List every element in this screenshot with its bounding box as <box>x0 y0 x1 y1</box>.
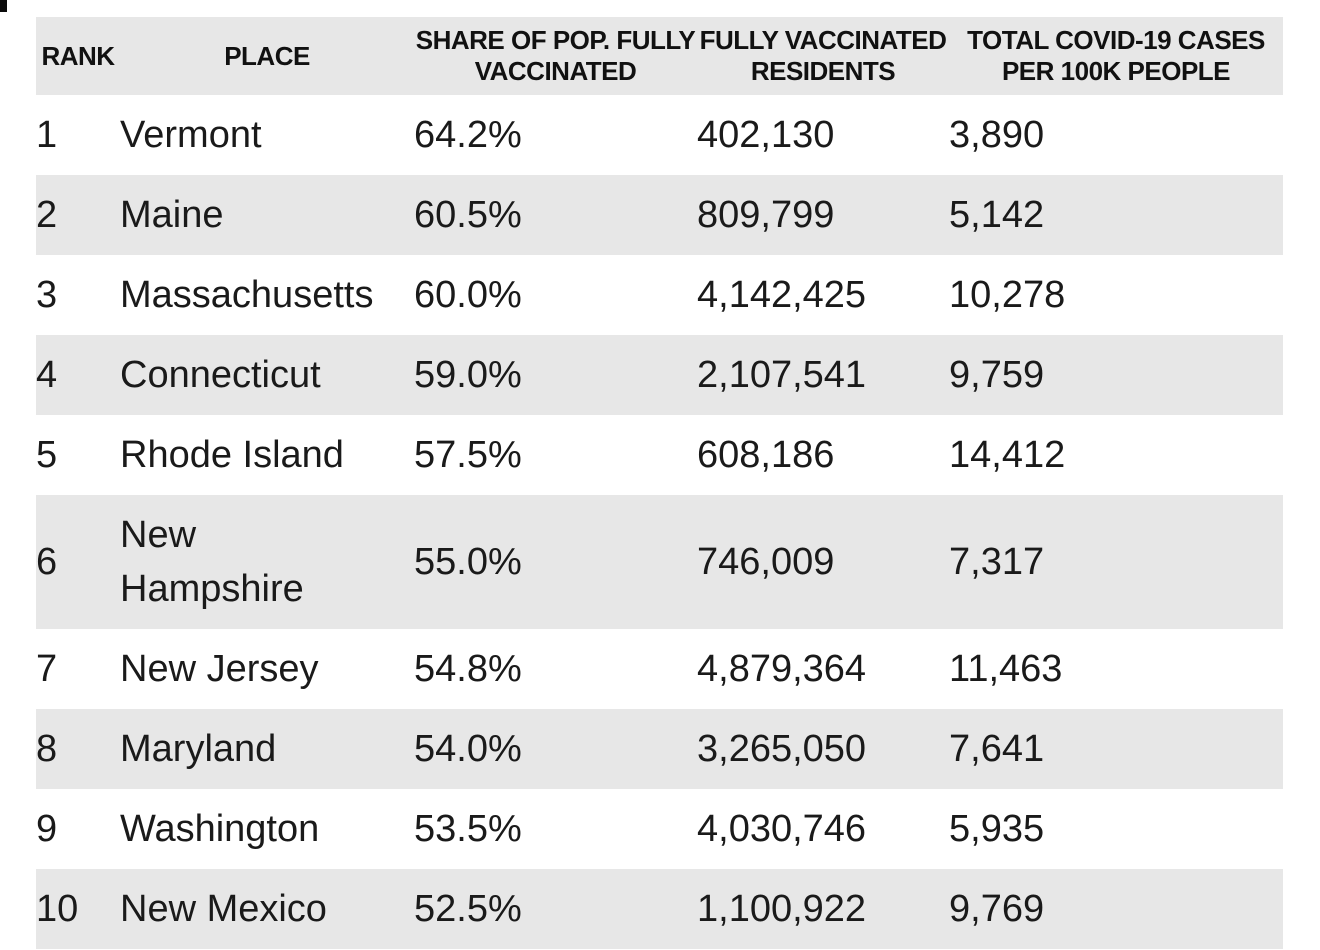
cell-cases: 10,278 <box>949 255 1283 335</box>
cell-cases: 9,769 <box>949 869 1283 949</box>
cell-place: Maryland <box>120 709 414 789</box>
cell-share: 60.0% <box>414 255 697 335</box>
cell-rank: 10 <box>36 869 120 949</box>
place-text: New Hampshire <box>120 514 304 610</box>
screenshot-corner-artifact <box>0 0 7 12</box>
cell-place: Massachusetts <box>120 255 414 335</box>
place-text: New Jersey <box>120 648 319 690</box>
cell-rank: 9 <box>36 789 120 869</box>
cell-cases: 3,890 <box>949 95 1283 175</box>
cell-residents: 2,107,541 <box>697 335 949 415</box>
place-text: Maine <box>120 194 224 236</box>
place-text: Connecticut <box>120 354 321 396</box>
column-header-cases: TOTAL COVID-19 CASES PER 100K PEOPLE <box>949 17 1283 95</box>
table-row: 4 Connecticut 59.0% 2,107,541 9,759 <box>36 335 1283 415</box>
cell-cases: 5,935 <box>949 789 1283 869</box>
cell-residents: 4,030,746 <box>697 789 949 869</box>
cell-rank: 4 <box>36 335 120 415</box>
table-row: 9 Washington 53.5% 4,030,746 5,935 <box>36 789 1283 869</box>
cell-cases: 7,317 <box>949 495 1283 629</box>
table-row: 7 New Jersey 54.8% 4,879,364 11,463 <box>36 629 1283 709</box>
cell-place: Vermont <box>120 95 414 175</box>
cell-cases: 9,759 <box>949 335 1283 415</box>
cell-place: Maine <box>120 175 414 255</box>
cell-share: 53.5% <box>414 789 697 869</box>
column-header-place: PLACE <box>120 17 414 95</box>
table-row: 1 Vermont 64.2% 402,130 3,890 <box>36 95 1283 175</box>
cell-residents: 3,265,050 <box>697 709 949 789</box>
place-text: Massachusetts <box>120 274 374 316</box>
cell-share: 59.0% <box>414 335 697 415</box>
place-text: Vermont <box>120 114 262 156</box>
column-header-line: PER 100K PEOPLE <box>1001 56 1231 86</box>
column-header-rank: RANK <box>36 17 120 95</box>
cell-place: Washington <box>120 789 414 869</box>
column-header-line: FULLY VACCINATED <box>699 25 947 55</box>
cell-residents: 402,130 <box>697 95 949 175</box>
column-header-line: VACCINATED <box>474 56 637 86</box>
place-text: New Mexico <box>120 888 327 930</box>
cell-residents: 608,186 <box>697 415 949 495</box>
cell-residents: 1,100,922 <box>697 869 949 949</box>
cell-cases: 14,412 <box>949 415 1283 495</box>
cell-residents: 4,879,364 <box>697 629 949 709</box>
cell-residents: 809,799 <box>697 175 949 255</box>
table-body: 1 Vermont 64.2% 402,130 3,890 2 Maine 60.5% 809,… <box>36 95 1283 949</box>
column-header-line: RESIDENTS <box>750 56 896 86</box>
cell-place: New Mexico <box>120 869 414 949</box>
cell-share: 64.2% <box>414 95 697 175</box>
cell-rank: 7 <box>36 629 120 709</box>
cell-share: 60.5% <box>414 175 697 255</box>
cell-residents: 4,142,425 <box>697 255 949 335</box>
place-text: Maryland <box>120 728 277 770</box>
cell-share: 57.5% <box>414 415 697 495</box>
cell-share: 54.0% <box>414 709 697 789</box>
column-header-line: SHARE OF POP. FULLY <box>415 25 696 55</box>
cell-place: Rhode Island <box>120 415 414 495</box>
table-row: 5 Rhode Island 57.5% 608,186 14,412 <box>36 415 1283 495</box>
table-row: 2 Maine 60.5% 809,799 5,142 <box>36 175 1283 255</box>
cell-cases: 11,463 <box>949 629 1283 709</box>
column-header-line: RANK <box>41 40 115 71</box>
table-row: 6 New Hampshire 55.0% 746,009 7,317 <box>36 495 1283 629</box>
cell-place: New Jersey <box>120 629 414 709</box>
place-text: Rhode Island <box>120 434 344 476</box>
header-row: RANK PLACE SHARE OF POP. FULLY VACCINATED FU… <box>36 17 1283 95</box>
table-row: 8 Maryland 54.0% 3,265,050 7,641 <box>36 709 1283 789</box>
cell-share: 55.0% <box>414 495 697 629</box>
state-vaccination-rank-table: RANK PLACE SHARE OF POP. FULLY VACCINATED FU… <box>36 17 1283 949</box>
cell-place: New Hampshire <box>120 495 414 629</box>
cell-rank: 3 <box>36 255 120 335</box>
cell-share: 52.5% <box>414 869 697 949</box>
table-row: 3 Massachusetts 60.0% 4,142,425 10,278 <box>36 255 1283 335</box>
cell-place: Connecticut <box>120 335 414 415</box>
cell-residents: 746,009 <box>697 495 949 629</box>
column-header-line: TOTAL COVID-19 CASES <box>967 25 1265 55</box>
cell-rank: 6 <box>36 495 120 629</box>
column-header-residents: FULLY VACCINATED RESIDENTS <box>697 17 949 95</box>
cell-share: 54.8% <box>414 629 697 709</box>
cell-rank: 2 <box>36 175 120 255</box>
cell-rank: 5 <box>36 415 120 495</box>
column-header-line: PLACE <box>224 40 310 71</box>
cell-rank: 1 <box>36 95 120 175</box>
cell-cases: 5,142 <box>949 175 1283 255</box>
cell-rank: 8 <box>36 709 120 789</box>
cell-cases: 7,641 <box>949 709 1283 789</box>
table-row: 10 New Mexico 52.5% 1,100,922 9,769 <box>36 869 1283 949</box>
column-header-share: SHARE OF POP. FULLY VACCINATED <box>414 17 697 95</box>
place-text: Washington <box>120 808 320 850</box>
